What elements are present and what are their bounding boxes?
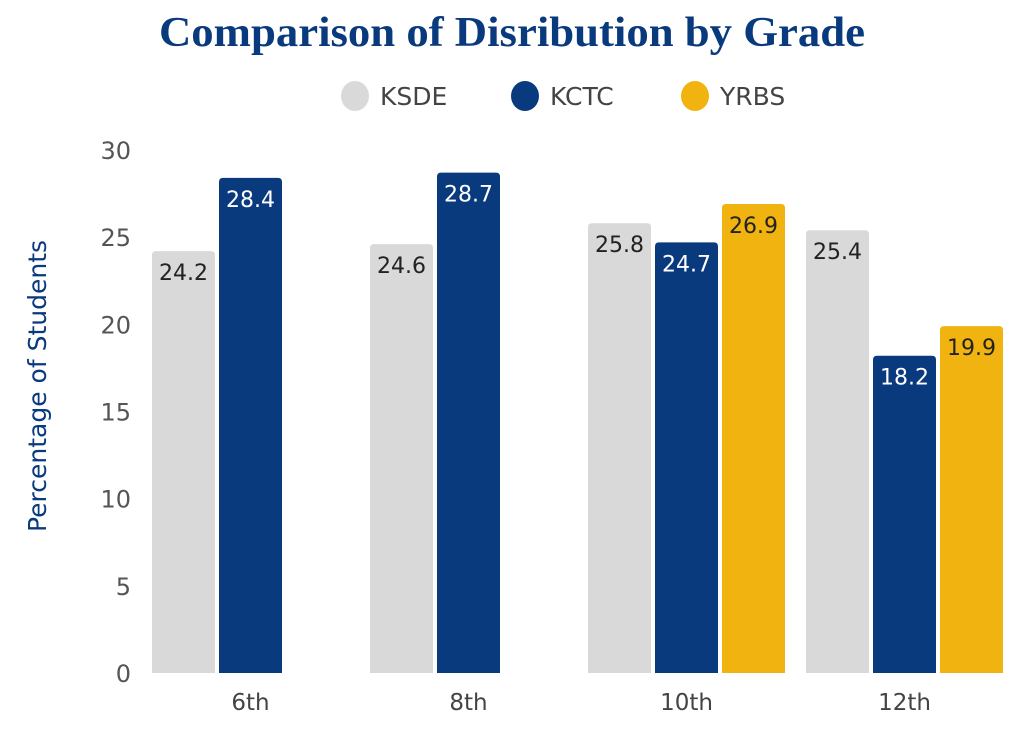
bar-ksde-10th <box>588 223 651 673</box>
data-label: 24.7 <box>662 252 711 277</box>
data-label: 26.9 <box>729 214 778 239</box>
data-label: 24.2 <box>159 261 208 286</box>
data-label: 25.4 <box>813 240 862 265</box>
bar-ksde-12th <box>806 230 869 673</box>
y-axis-label: Percentage of Students <box>23 240 52 532</box>
bar-kctc-8th <box>437 172 500 673</box>
y-tick-label: 15 <box>100 399 131 427</box>
data-label: 19.9 <box>947 336 996 361</box>
y-tick-label: 10 <box>100 486 131 514</box>
bar-yrbs-12th <box>940 326 1003 673</box>
data-label: 24.6 <box>377 254 426 279</box>
bar-ksde-8th <box>370 244 433 673</box>
legend-marker-kctc <box>511 81 539 111</box>
y-tick-label: 30 <box>100 137 131 165</box>
legend: KSDE KCTC YRBS <box>341 81 785 111</box>
bar-ksde-6th <box>152 251 215 673</box>
legend-label-ksde: KSDE <box>380 82 447 111</box>
legend-marker-yrbs <box>681 81 709 111</box>
y-tick-label: 0 <box>116 660 131 688</box>
y-tick-label: 20 <box>100 311 131 339</box>
bar-kctc-10th <box>655 242 718 673</box>
y-axis: 0 5 10 15 20 25 30 <box>100 137 131 688</box>
y-tick-label: 5 <box>116 573 131 601</box>
chart-title: Comparison of Disribution by Grade <box>159 10 865 56</box>
x-tick-label: 12th <box>878 690 931 716</box>
data-label: 28.4 <box>226 188 275 213</box>
bar-kctc-6th <box>219 177 282 674</box>
x-tick-label: 6th <box>231 690 269 716</box>
legend-label-kctc: KCTC <box>550 82 614 111</box>
x-tick-label: 10th <box>660 690 713 716</box>
bars: 24.2 28.4 24.6 28.7 25.8 24.7 26.9 25.4 18.2 19.9 <box>152 172 1003 674</box>
legend-label-yrbs: YRBS <box>719 82 785 111</box>
bar-kctc-12th <box>873 355 936 673</box>
bar-yrbs-10th <box>722 204 785 673</box>
legend-marker-ksde <box>341 81 369 111</box>
x-tick-label: 8th <box>449 690 487 716</box>
y-tick-label: 25 <box>100 224 131 252</box>
x-axis: 6th 8th 10th 12th <box>231 690 931 716</box>
data-label: 25.8 <box>595 233 644 258</box>
data-label: 18.2 <box>880 366 929 391</box>
data-label: 28.7 <box>444 183 493 208</box>
